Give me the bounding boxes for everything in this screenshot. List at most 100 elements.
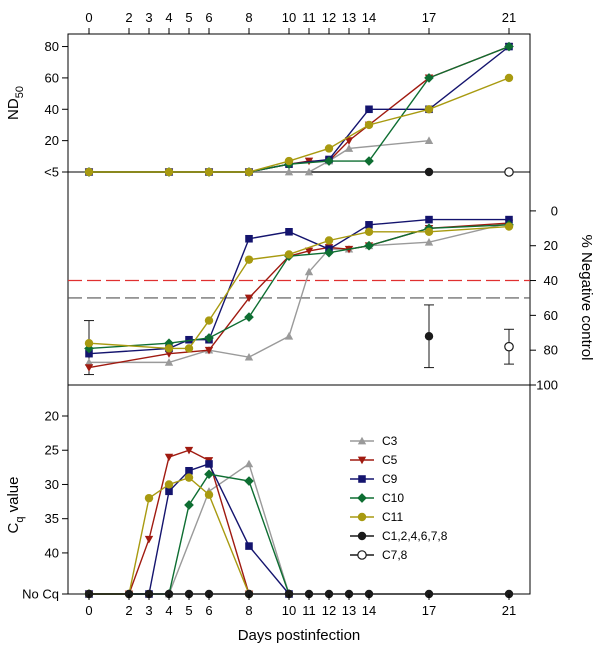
cq-series-c5 — [84, 446, 254, 599]
x-tick-label-bottom: 5 — [185, 603, 192, 618]
x-tick-label-bottom: 6 — [205, 603, 212, 618]
x-tick-label-bottom: 2 — [125, 603, 132, 618]
cq-series-c1-2-4-6-7-8 — [84, 589, 514, 599]
negative-control-series-c7-8 — [504, 328, 514, 365]
x-tick-label-bottom: 21 — [502, 603, 516, 618]
data-point — [505, 215, 513, 224]
data-point — [344, 137, 354, 145]
legend-label: C7,8 — [382, 548, 408, 562]
axes-layer: 0022334455668810101111121213131414171721… — [5, 10, 595, 644]
data-point — [164, 167, 174, 177]
x-tick-label-top: 12 — [322, 10, 336, 25]
data-point — [204, 333, 214, 343]
series-line — [89, 463, 290, 595]
y-tick-label: 40 — [45, 545, 59, 560]
legend-entry-c11: C11 — [350, 510, 403, 524]
data-point — [144, 535, 154, 544]
data-point — [324, 144, 334, 153]
x-tick-label-top: 5 — [185, 10, 192, 25]
nd50-y-title: ND50 — [5, 86, 26, 120]
data-point — [164, 480, 174, 489]
negative-control-series-c3 — [84, 218, 514, 366]
x-tick-label-bottom: 17 — [422, 603, 436, 618]
legend-marker — [357, 512, 367, 522]
data-point — [304, 247, 314, 256]
data-point — [204, 490, 214, 499]
data-point — [424, 105, 434, 114]
data-point — [84, 339, 94, 348]
data-point — [244, 255, 254, 264]
legend-entry-c10: C10 — [350, 491, 404, 505]
data-point — [424, 73, 434, 83]
data-point — [304, 167, 314, 176]
data-point — [204, 469, 214, 480]
data-point — [244, 352, 254, 361]
data-point — [424, 167, 434, 177]
legend-marker — [357, 550, 367, 560]
data-point — [185, 335, 193, 344]
data-point — [84, 364, 94, 372]
data-point — [364, 240, 374, 251]
data-point — [244, 476, 254, 486]
legend-label: C11 — [382, 510, 403, 524]
legend-marker — [357, 493, 367, 503]
legend-entry-c3: C3 — [350, 434, 398, 448]
data-point — [425, 215, 433, 224]
legend-label: C1,2,4,6,7,8 — [382, 529, 448, 543]
data-point — [84, 358, 94, 366]
x-axis-title: Days postinfection — [238, 627, 361, 644]
data-point — [504, 341, 514, 352]
y-tick-label: 30 — [45, 477, 59, 492]
data-point — [424, 238, 434, 246]
series-line — [89, 449, 250, 595]
y-tick-label: 20 — [544, 238, 558, 253]
data-point — [144, 493, 154, 503]
nd50-series-c9 — [85, 42, 513, 176]
data-point — [244, 312, 254, 322]
legend-label: C10 — [382, 491, 404, 505]
negative-control-series-c1-2-4-6-7-8 — [424, 304, 434, 369]
x-tick-label-bottom: 12 — [322, 603, 336, 618]
data-point — [164, 344, 174, 353]
data-point — [365, 221, 373, 229]
x-tick-label-bottom: 4 — [165, 603, 172, 618]
data-point — [204, 167, 214, 177]
data-point — [284, 332, 294, 340]
x-tick-label-top: 21 — [502, 10, 516, 25]
negative-control-y-title: % Negative control — [578, 235, 595, 361]
x-tick-label-bottom: 10 — [282, 603, 296, 618]
data-point — [504, 167, 514, 177]
series-line — [88, 225, 510, 350]
data-point — [245, 542, 253, 550]
x-tick-label-top: 2 — [125, 10, 132, 25]
data-point — [504, 73, 514, 83]
y-tick-label: No Cq — [22, 587, 59, 602]
cq-y-axis: 20 25 30 35 40 No Cq Cq value — [5, 409, 68, 602]
negative-control-series-c10 — [84, 219, 514, 354]
legend: C3 C5 C9 C10 C11 C1,2,4,6,7,8 C7,8 — [350, 434, 448, 562]
nd50-series-c10 — [84, 41, 514, 177]
legend-label: C5 — [382, 453, 398, 467]
legend-marker — [357, 456, 367, 465]
x-tick-label-top: 6 — [205, 10, 212, 25]
data-point — [284, 250, 294, 259]
legend-entry-c7-8: C7,8 — [350, 548, 408, 562]
y-tick-label: 100 — [536, 378, 558, 393]
data-point — [324, 156, 334, 166]
y-tick-label: 80 — [544, 343, 558, 358]
series-line — [89, 45, 510, 173]
data-point — [84, 167, 94, 177]
y-tick-label: 60 — [45, 70, 59, 85]
legend-entry-c5: C5 — [350, 453, 398, 467]
negative-control-y-axis: 0 20 40 60 80 100 % Negative control — [530, 203, 595, 393]
x-tick-label-bottom: 0 — [85, 603, 92, 618]
legend-label: C9 — [382, 472, 398, 486]
data-point — [184, 473, 194, 482]
data-point — [165, 487, 173, 496]
data-point — [184, 344, 194, 353]
data-point — [204, 346, 214, 355]
data-point — [244, 167, 254, 177]
x-tick-label-bottom: 13 — [342, 603, 356, 618]
legend-marker — [358, 475, 366, 483]
